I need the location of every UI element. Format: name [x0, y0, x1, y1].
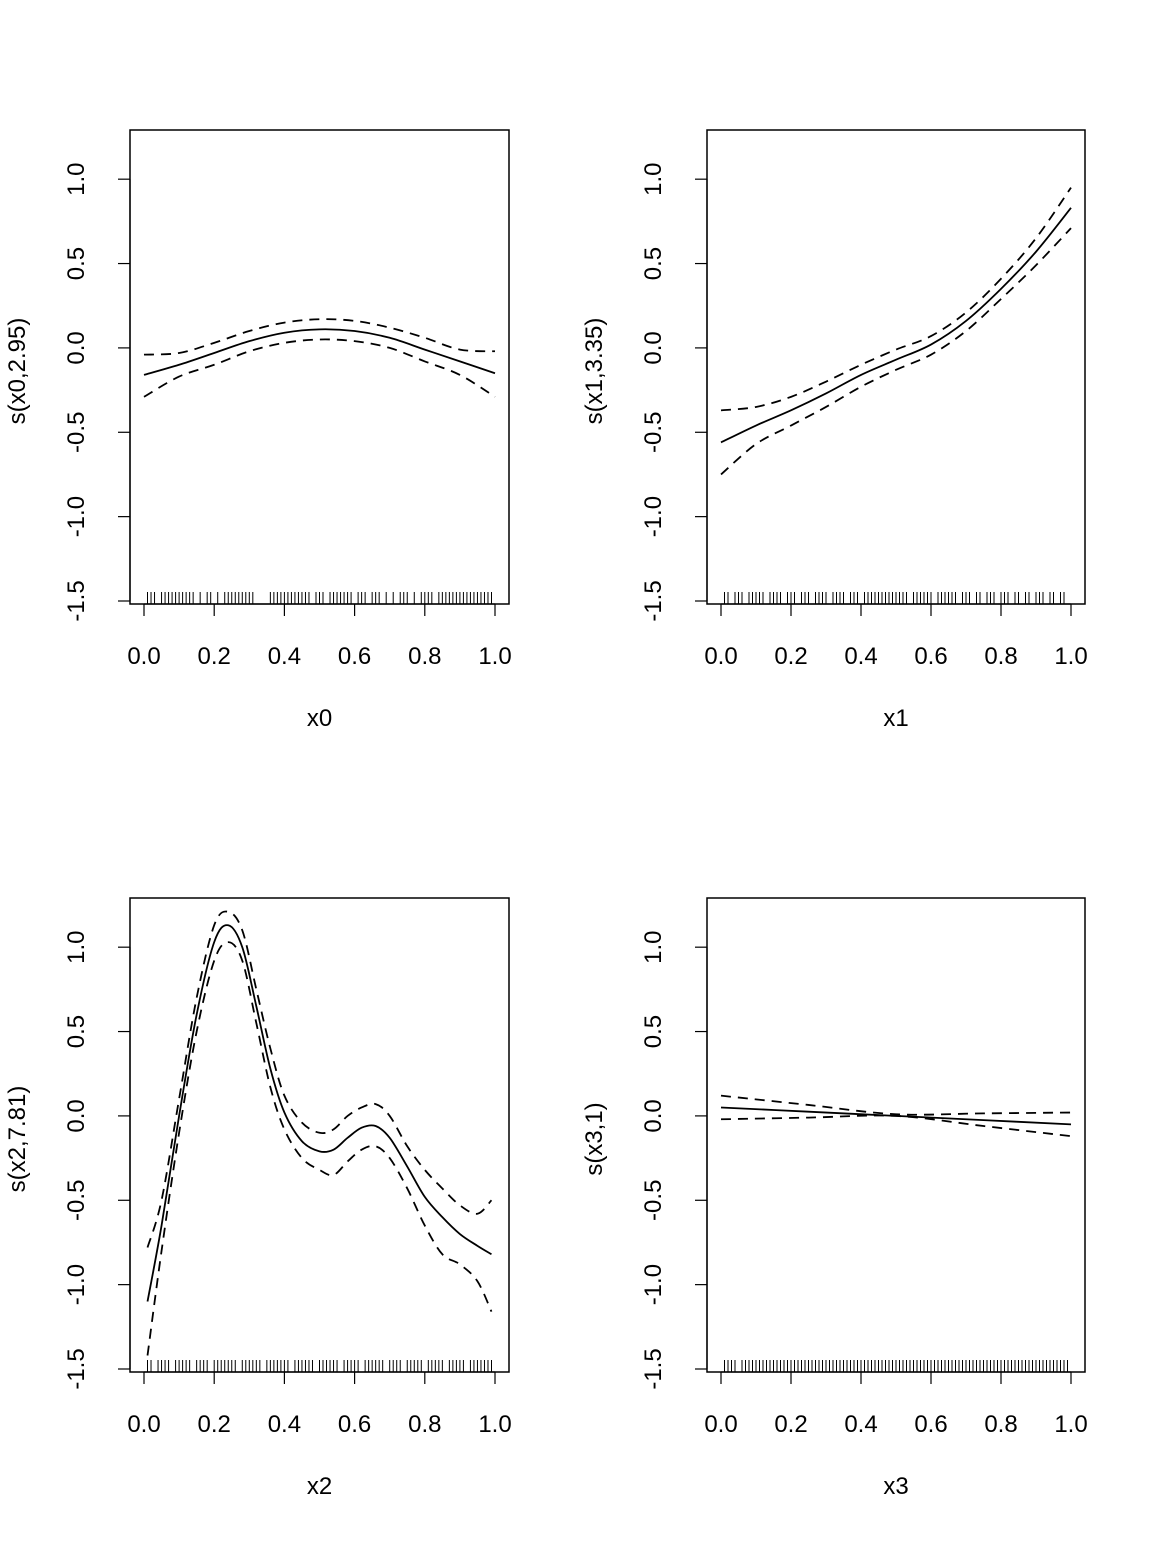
y-tick-label: 1.0: [640, 930, 667, 963]
y-axis-label: s(x0,2.95): [4, 318, 31, 425]
panel-x3: 0.0 0.2 0.4 0.6 0.8 1.0 x3 -1.5 -1.0 -0.5 0.0 0.5 1.…: [581, 897, 1088, 1500]
y-tick-label: -1.0: [63, 1264, 90, 1305]
confidence-band-line: [146, 941, 493, 1356]
panel-x1: 0.0 0.2 0.4 0.6 0.8 1.0 x1 -1.5 -1.0 -0.5 0.0 0.5 1.…: [581, 129, 1088, 732]
x-tick-label: 0.4: [268, 1411, 301, 1438]
x-tick-label: 0.0: [704, 1411, 737, 1438]
confidence-band-line: [143, 338, 496, 398]
rug-marks: [147, 1360, 492, 1372]
x-tick-label: 0.4: [844, 643, 877, 670]
x-tick-label: 0.2: [774, 1411, 807, 1438]
y-tick-label: -1.5: [640, 1348, 667, 1389]
y-tick-label: 0.5: [640, 247, 667, 280]
smooth-estimate-line: [146, 924, 492, 1302]
y-axis-label: s(x3,1): [581, 1102, 608, 1175]
y-tick-label: 0.0: [63, 331, 90, 364]
x-tick-label: 0.4: [268, 643, 301, 670]
x-tick-label: 0.8: [984, 643, 1017, 670]
x-tick-label: 0.0: [127, 1411, 160, 1438]
rug-marks: [147, 592, 492, 604]
x-axis-label: x1: [883, 705, 908, 732]
y-tick-label: 1.0: [640, 162, 667, 195]
x-tick-label: 1.0: [1054, 643, 1087, 670]
x-tick-label: 0.2: [198, 643, 231, 670]
confidence-band-line: [720, 187, 1072, 412]
x-tick-label: 0.6: [914, 643, 947, 670]
y-tick-label: -1.0: [63, 496, 90, 537]
confidence-band-line: [720, 227, 1072, 476]
x-tick-label: 1.0: [478, 643, 511, 670]
y-tick-label: 0.0: [63, 1099, 90, 1132]
x-tick-label: 0.4: [844, 1411, 877, 1438]
x-axis-label: x3: [883, 1473, 908, 1500]
confidence-band-line: [720, 1114, 1072, 1138]
x-tick-label: 0.6: [914, 1411, 947, 1438]
y-tick-label: -1.5: [640, 580, 667, 621]
x-tick-label: 0.0: [127, 643, 160, 670]
x-tick-label: 0.6: [338, 643, 371, 670]
y-tick-label: 0.5: [640, 1015, 667, 1048]
x-tick-label: 0.8: [408, 1411, 441, 1438]
y-tick-label: 1.0: [63, 162, 90, 195]
plot-frame: [129, 897, 510, 1373]
rug-marks: [724, 592, 1065, 604]
y-tick-label: -0.5: [640, 412, 667, 453]
smooth-estimate-line: [720, 207, 1072, 444]
y-tick-label: 0.0: [640, 1099, 667, 1132]
plot-frame: [129, 129, 510, 605]
y-tick-label: -1.0: [640, 496, 667, 537]
plot-frame: [706, 897, 1086, 1373]
y-tick-label: -0.5: [63, 1180, 90, 1221]
x-tick-label: 0.2: [198, 1411, 231, 1438]
rug-marks: [724, 1360, 1068, 1372]
plot-frame: [706, 129, 1086, 605]
smooth-estimate-line: [143, 328, 496, 376]
y-tick-label: -0.5: [63, 412, 90, 453]
confidence-band-line: [720, 1094, 1072, 1116]
y-axis-label: s(x1,3.35): [581, 318, 608, 425]
y-tick-label: -1.0: [640, 1264, 667, 1305]
confidence-band-line: [146, 910, 493, 1248]
y-tick-label: -0.5: [640, 1180, 667, 1221]
x-tick-label: 0.8: [408, 643, 441, 670]
y-tick-label: 0.5: [63, 1015, 90, 1048]
x-tick-label: 0.6: [338, 1411, 371, 1438]
y-tick-label: -1.5: [63, 1348, 90, 1389]
x-tick-label: 0.2: [774, 643, 807, 670]
x-axis-label: x2: [307, 1473, 332, 1500]
y-tick-label: 0.0: [640, 331, 667, 364]
x-tick-label: 0.8: [984, 1411, 1017, 1438]
y-tick-label: 0.5: [63, 247, 90, 280]
y-axis-label: s(x2,7.81): [4, 1086, 31, 1193]
y-tick-label: -1.5: [63, 580, 90, 621]
x-tick-label: 1.0: [478, 1411, 511, 1438]
x-axis-label: x0: [307, 705, 332, 732]
x-tick-label: 0.0: [704, 643, 737, 670]
panel-x0: 0.0 0.2 0.4 0.6 0.8 1.0 x0 -1.5 -1.0 -0.5 0.0 0.5 1.…: [4, 129, 512, 732]
confidence-band-line: [143, 318, 496, 356]
y-tick-label: 1.0: [63, 930, 90, 963]
x-tick-label: 1.0: [1054, 1411, 1087, 1438]
panel-x2: 0.0 0.2 0.4 0.6 0.8 1.0 x2 -1.5 -1.0 -0.5 0.0 0.5 1.…: [4, 897, 512, 1500]
